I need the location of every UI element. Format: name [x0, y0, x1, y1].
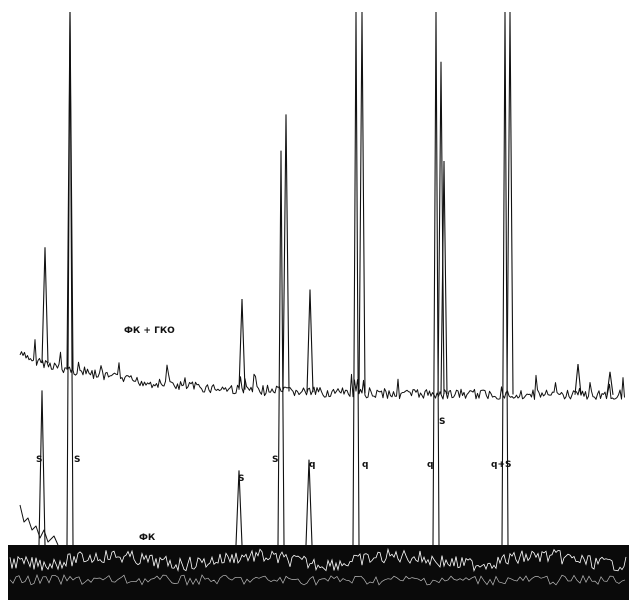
peak-label-3: S — [238, 474, 244, 484]
upper-peak-5 — [306, 289, 314, 393]
lower-pattern-baseline-band — [8, 545, 629, 600]
lower-pattern-peaks — [19, 11, 509, 546]
series-label-fk-gko: ФК + ГКО — [124, 326, 175, 336]
peak-label-5: q — [309, 460, 315, 470]
upper-pattern-peaks — [41, 11, 614, 395]
baseline-noise — [9, 547, 627, 573]
peak-label-8: q+S — [491, 460, 511, 470]
lower-peak-1 — [38, 390, 46, 546]
upper-peak-10 — [574, 364, 582, 395]
upper-peak-6 — [358, 11, 366, 394]
peak-label-extra-s: S — [439, 417, 445, 427]
peak-label-6: q — [362, 460, 368, 470]
peak-label-1: S — [36, 455, 42, 465]
lower-trace-start — [19, 504, 59, 546]
lower-peak-2 — [66, 11, 74, 546]
peak-labels: S S S S q q q q+S — [36, 455, 511, 484]
series-label-fk: ФК — [139, 533, 156, 543]
upper-peak-11 — [606, 371, 614, 395]
lower-pattern: S S S S q q q q+S S ФК — [8, 11, 629, 600]
lower-peak-6 — [352, 11, 360, 546]
upper-peak-4 — [282, 114, 290, 392]
peak-label-7: q — [427, 460, 433, 470]
lower-peak-4 — [277, 150, 285, 546]
peak-label-4: S — [272, 455, 278, 465]
lower-peak-5 — [305, 459, 313, 546]
upper-pattern-trace — [19, 339, 625, 400]
lower-peak-3 — [235, 470, 243, 546]
upper-peak-9 — [506, 11, 514, 395]
lower-peak-7 — [432, 11, 440, 546]
baseline-noise-2 — [9, 573, 626, 586]
upper-peak-8 — [440, 160, 448, 395]
upper-peak-3 — [238, 298, 246, 390]
upper-peak-7 — [437, 61, 445, 395]
upper-pattern: ФК + ГКО — [19, 11, 625, 400]
lower-peak-8 — [501, 11, 509, 546]
baseline-band — [8, 545, 629, 600]
upper-peak-1 — [41, 247, 49, 364]
peak-label-2: S — [74, 455, 80, 465]
